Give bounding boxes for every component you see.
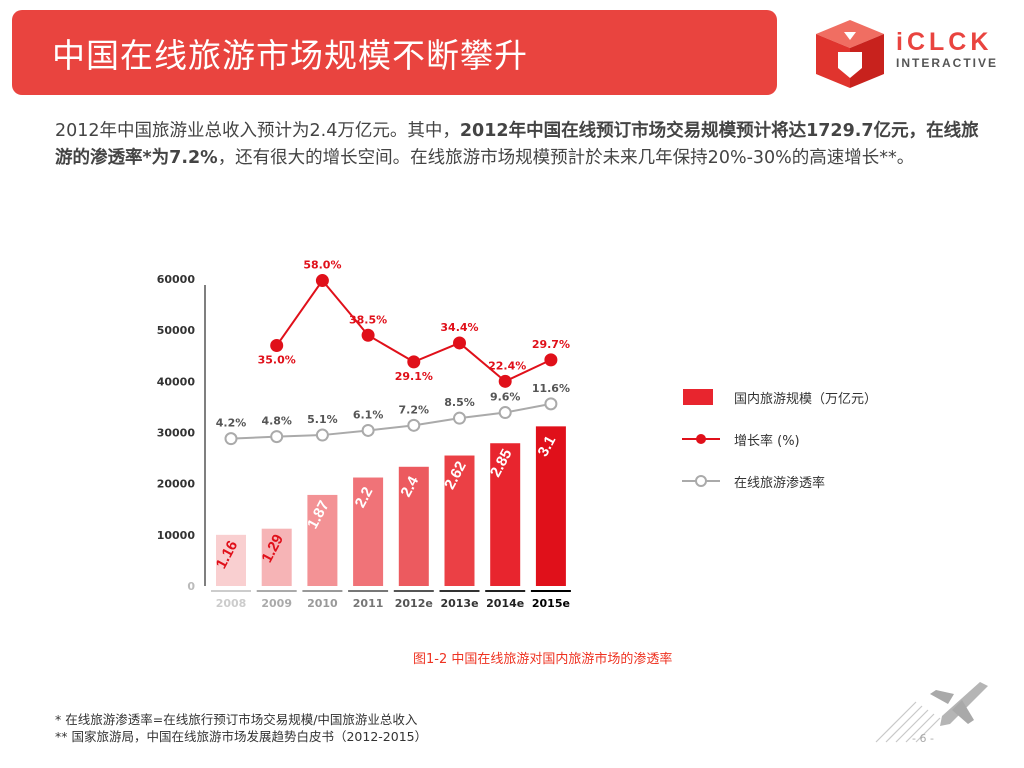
- penetration-label: 7.2%: [399, 403, 430, 416]
- x-tick-label: 2013e: [440, 597, 478, 610]
- growth-rate-label: 34.4%: [440, 321, 478, 334]
- penetration-label: 8.5%: [444, 396, 475, 409]
- penetration-line: [230, 402, 552, 440]
- airplane-icon: [875, 682, 988, 743]
- y-tick-label: 20000: [157, 478, 196, 491]
- page-number: - 6 -: [912, 732, 934, 745]
- y-tick-label: 10000: [157, 529, 196, 542]
- logo: iCLCK INTERACTIVE: [810, 12, 1010, 92]
- intro-part2: ，还有很大的增长空间。在线旅游市场规模预計於未来几年保持20%-30%的高速增长…: [217, 148, 915, 168]
- x-tick-label: 2014e: [486, 597, 524, 610]
- growth-rate-point: [315, 274, 329, 288]
- penetration-point: [544, 397, 558, 411]
- bar: [535, 426, 566, 586]
- growth-rate-point: [361, 328, 375, 342]
- legend-item-penetration: 在线旅游渗透率: [680, 460, 877, 502]
- x-tick-label: 2010: [307, 597, 338, 610]
- legend-bar-swatch: [683, 389, 713, 405]
- growth-rate-label: 35.0%: [258, 354, 296, 367]
- logo-main-text: iCLCK: [896, 28, 993, 56]
- intro-part1: 2012年中国旅游业总收入预计为2.4万亿元。其中，: [55, 121, 460, 141]
- legend-label-penetration: 在线旅游渗透率: [734, 475, 826, 491]
- y-tick-label: 30000: [157, 427, 196, 440]
- legend-item-bar: 国内旅游规模（万亿元）: [680, 376, 877, 418]
- legend-penetration-swatch: [682, 475, 720, 487]
- growth-rate-point: [270, 339, 284, 353]
- bar: [261, 528, 292, 586]
- growth-rate-label: 22.4%: [488, 359, 526, 372]
- growth-rate-point: [453, 336, 466, 350]
- growth-rate-label: 58.0%: [303, 259, 341, 272]
- legend-growth-swatch: [682, 434, 720, 444]
- y-tick-label: 0: [187, 580, 195, 593]
- penetration-label: 4.2%: [216, 417, 247, 430]
- chart-legend: 国内旅游规模（万亿元） 增长率 (%) 在线旅游渗透率: [680, 376, 877, 502]
- penetration-label: 9.6%: [490, 391, 521, 404]
- penetration-label: 11.6%: [532, 382, 570, 395]
- intro-bold: 2012年中国在线预订市场交易规模预计将达1729.7亿元，在线旅游的渗透率*为…: [55, 121, 979, 168]
- bar: [398, 466, 429, 586]
- x-tick-label: 2009: [261, 597, 292, 610]
- footnote-2: ** 国家旅游局，中国在线旅游市场发展趋势白皮书（2012-2015）: [55, 729, 428, 744]
- x-tick-label: 2011: [353, 597, 384, 610]
- bar: [444, 455, 475, 586]
- x-tick-label: 2012e: [395, 597, 433, 610]
- bar: [490, 443, 521, 586]
- figure-caption: 图1-2 中国在线旅游对国内旅游市场的渗透率: [413, 652, 673, 667]
- penetration-label: 4.8%: [261, 415, 292, 428]
- title-bar: 中国在线旅游市场规模不断攀升: [12, 10, 777, 95]
- footnote-1: * 在线旅游渗透率=在线旅行预订市场交易规模/中国旅游业总收入: [55, 712, 418, 727]
- growth-rate-point: [498, 374, 512, 388]
- growth-rate-label: 38.5%: [349, 313, 387, 326]
- growth-rate-label: 29.1%: [395, 370, 433, 383]
- logo-cube-icon: [816, 20, 884, 88]
- bar: [353, 477, 384, 586]
- bar: [307, 494, 338, 586]
- legend-item-growth: 增长率 (%): [680, 418, 877, 460]
- bar: [216, 534, 246, 586]
- penetration-point: [315, 428, 329, 442]
- y-tick-label: 50000: [157, 324, 196, 337]
- penetration-point: [224, 432, 238, 446]
- penetration-label: 5.1%: [307, 413, 338, 426]
- growth-rate-label: 29.7%: [532, 338, 570, 351]
- penetration-label: 6.1%: [353, 408, 384, 421]
- x-tick-label: 2008: [216, 597, 247, 610]
- page-title: 中国在线旅游市场规模不断攀升: [52, 35, 528, 75]
- penetration-point: [407, 418, 421, 432]
- penetration-point: [361, 423, 375, 437]
- legend-label-growth: 增长率 (%): [734, 433, 800, 449]
- penetration-point: [453, 411, 466, 425]
- y-tick-label: 40000: [157, 375, 196, 388]
- x-tick-label: 2015e: [532, 597, 570, 610]
- footnotes: * 在线旅游渗透率=在线旅行预订市场交易规模/中国旅游业总收入 ** 国家旅游局…: [55, 711, 427, 745]
- legend-label-bar: 国内旅游规模（万亿元）: [734, 391, 878, 407]
- intro-paragraph: 2012年中国旅游业总收入预计为2.4万亿元。其中，2012年中国在线预订市场交…: [55, 118, 985, 172]
- growth-rate-point: [544, 353, 558, 367]
- growth-rate-point: [407, 355, 421, 369]
- logo-sub-text: INTERACTIVE: [896, 56, 999, 70]
- y-tick-label: 60000: [157, 273, 196, 286]
- penetration-point: [498, 406, 512, 420]
- penetration-point: [270, 430, 284, 444]
